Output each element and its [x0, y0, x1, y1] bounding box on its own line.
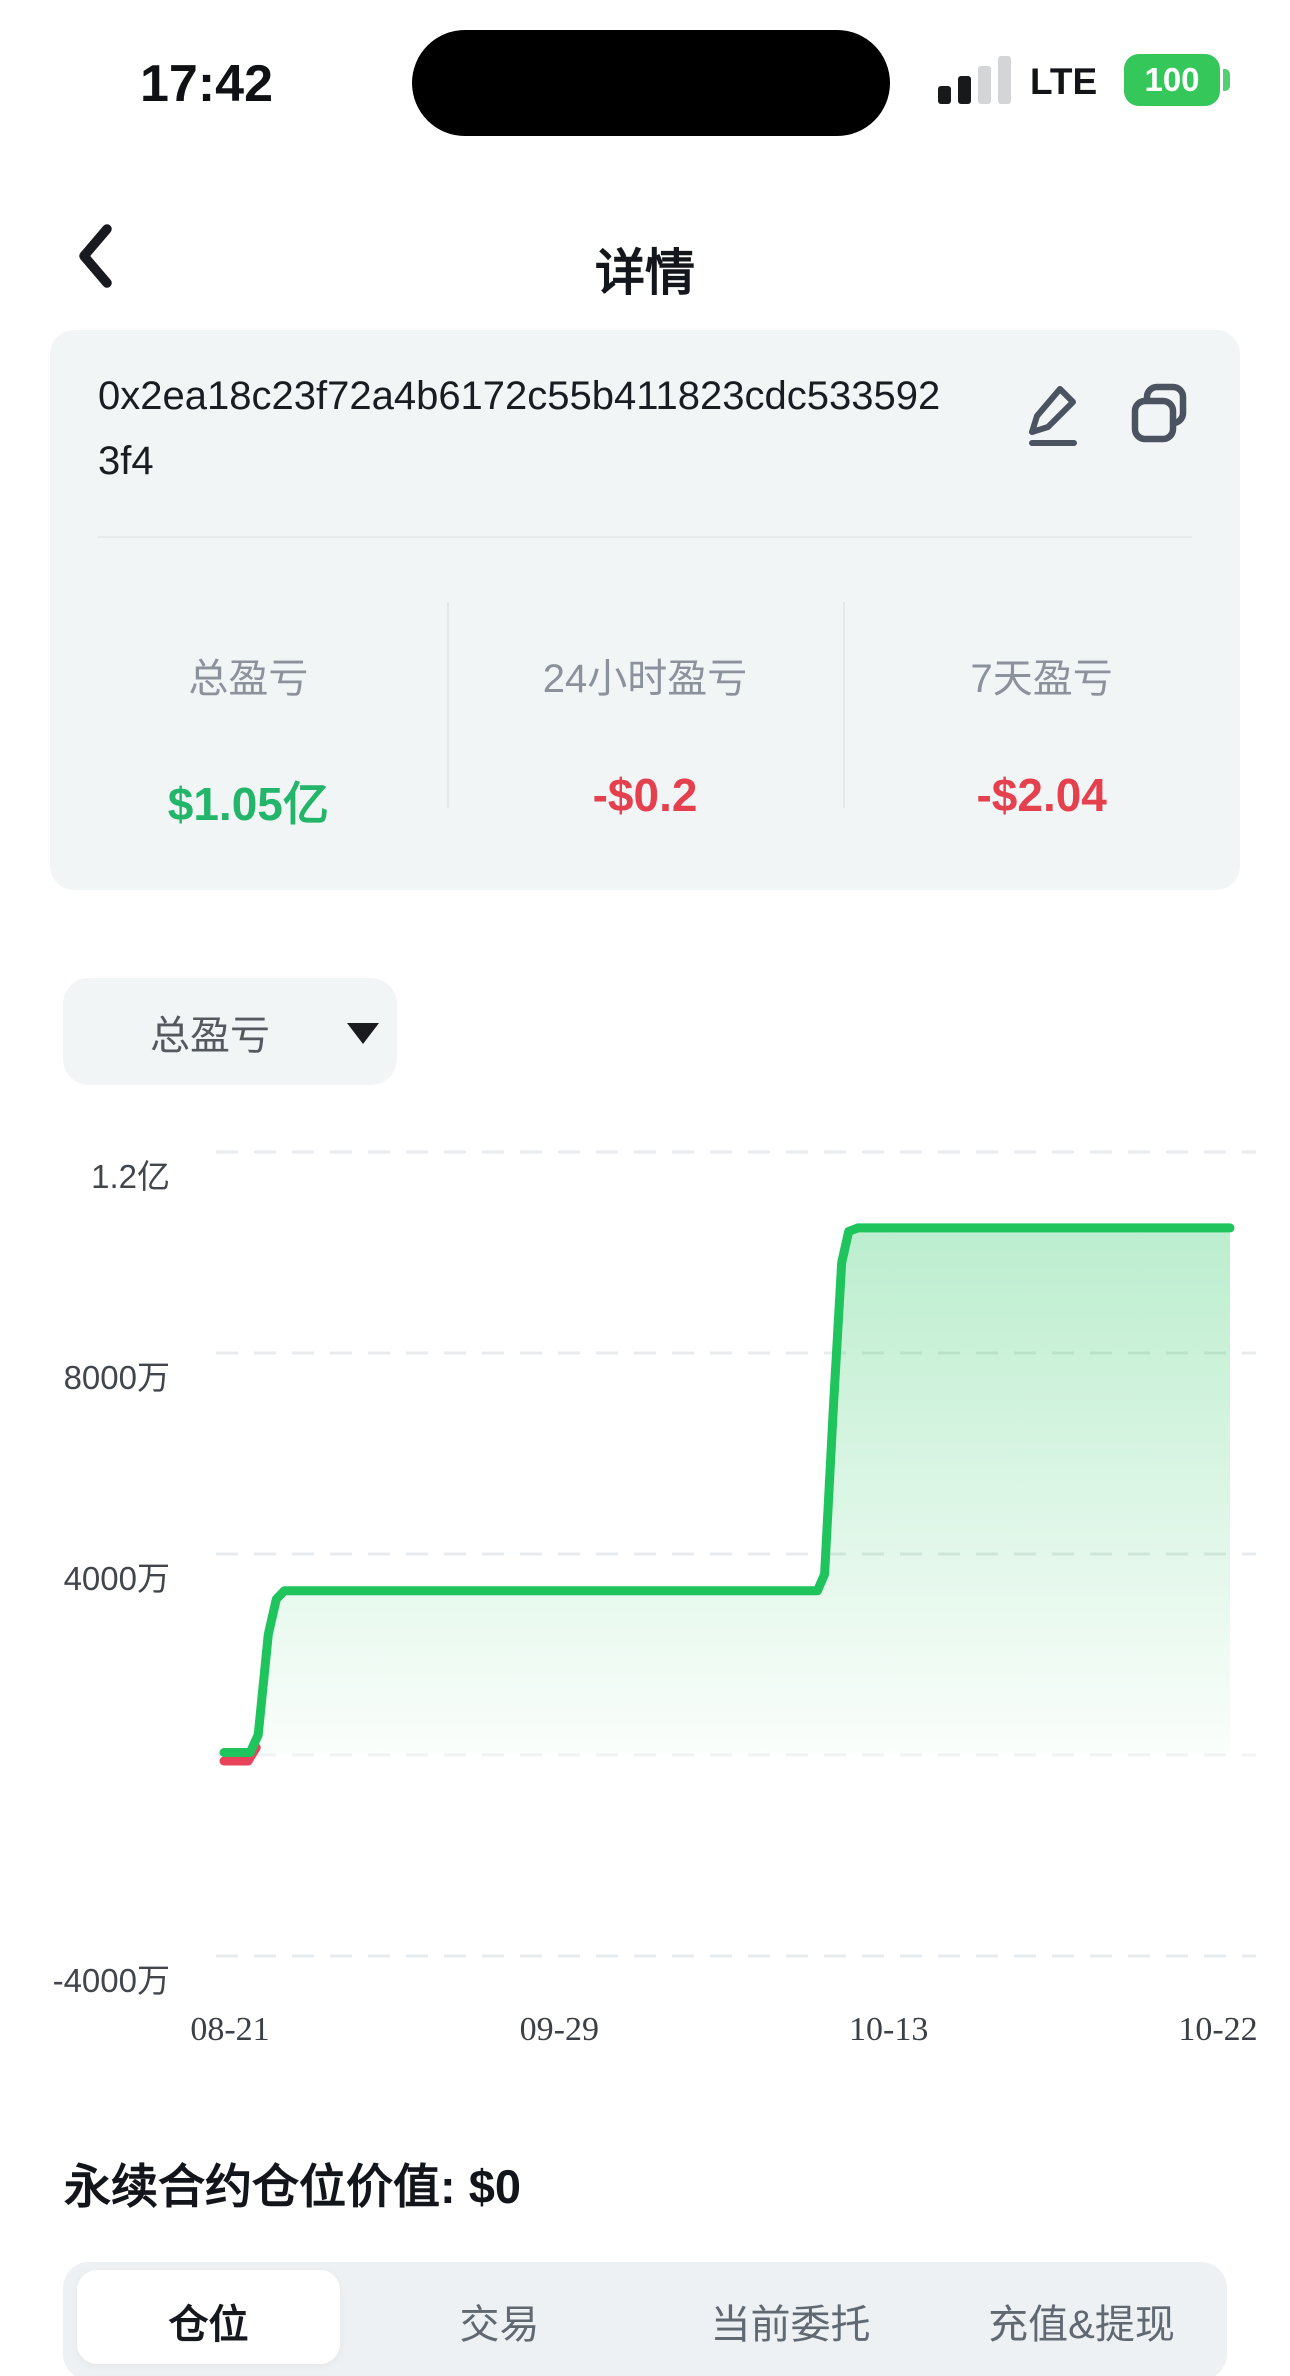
address-actions: [1024, 380, 1188, 450]
tab-label: 仓位: [168, 2303, 249, 2347]
signal-strength-icon: [938, 54, 1011, 104]
wallet-address-line2: 3f4: [98, 439, 154, 483]
copy-address-button[interactable]: [1130, 380, 1188, 450]
pnl-stat-value: -$0.2: [592, 769, 698, 821]
pnl-stat-label: 总盈亏: [188, 657, 309, 701]
active-tab-pill: [77, 2270, 340, 2364]
tab-label: 交易: [459, 2303, 540, 2347]
pnl-stats-row: 总盈亏 $1.05亿 24小时盈亏 -$0.2 7天盈亏 -$2.04: [50, 570, 1240, 860]
tab-label: 充值&提现: [988, 2303, 1175, 2347]
edit-address-button[interactable]: [1024, 380, 1082, 450]
svg-text:1.2亿: 1.2亿: [91, 1158, 170, 1195]
status-time: 17:42: [140, 55, 273, 113]
svg-text:4000万: 4000万: [64, 1560, 170, 1597]
pnl-stat: 24小时盈亏 -$0.2: [447, 570, 844, 860]
area-fill: [224, 1227, 1230, 1755]
tab-label: 当前委托: [710, 2303, 871, 2347]
wallet-address-line1: 0x2ea18c23f72a4b6172c55b411823cdc533592: [98, 374, 941, 418]
series-line: [219, 1223, 1235, 1757]
wallet-card: 0x2ea18c23f72a4b6172c55b411823cdc533592 …: [50, 330, 1240, 890]
network-type-label: LTE: [1030, 61, 1098, 102]
column-divider: [447, 602, 449, 808]
signal-bar: [958, 76, 971, 104]
position-value-summary: 永续合约仓位价值: $0: [64, 2160, 521, 2213]
x-axis-labels: 08-21 09-29 10-13 10-22: [190, 2011, 1257, 2048]
svg-text:10-13: 10-13: [849, 2011, 928, 2048]
y-axis-labels: 1.2亿 8000万 4000万 -4000万: [53, 1158, 170, 1999]
card-divider: [98, 536, 1192, 538]
bottom-tab-bar: 仓位 交易 当前委托 充值&提现: [63, 2262, 1227, 2376]
svg-text:10-22: 10-22: [1178, 2011, 1257, 2048]
pnl-stat-label: 7天盈亏: [970, 657, 1113, 701]
column-divider: [843, 602, 845, 808]
metric-selector-dropdown[interactable]: 总盈亏: [63, 978, 397, 1085]
battery-icon: 100: [1124, 54, 1230, 106]
copy-icon: [1131, 383, 1187, 443]
nav-header: 详情: [0, 205, 1290, 310]
signal-bar: [998, 56, 1011, 104]
wallet-address: 0x2ea18c23f72a4b6172c55b411823cdc533592 …: [98, 364, 1038, 494]
tab-当前委托[interactable]: 当前委托: [645, 2262, 936, 2376]
pnl-stat-value: $1.05亿: [167, 778, 329, 830]
pnl-area-chart: 1.2亿 8000万 4000万 -4000万 08-21 09-29 10-13 10-22: [53, 1150, 1258, 2048]
signal-bar: [938, 86, 951, 104]
battery-percent-label: 100: [1144, 61, 1200, 98]
dynamic-island: [412, 30, 890, 136]
chevron-left-icon: [79, 224, 112, 288]
pnl-stat-value: -$2.04: [976, 769, 1107, 821]
pnl-stat-label: 24小时盈亏: [542, 657, 748, 701]
page-title: 详情: [595, 245, 695, 301]
battery-nub: [1223, 69, 1230, 91]
tab-交易[interactable]: 交易: [354, 2262, 645, 2376]
tab-仓位[interactable]: 仓位: [63, 2262, 354, 2376]
back-button[interactable]: [64, 213, 124, 299]
pnl-stat: 7天盈亏 -$2.04: [843, 570, 1240, 860]
svg-text:09-29: 09-29: [520, 2011, 599, 2048]
svg-text:-4000万: -4000万: [53, 1962, 170, 1999]
metric-selector-label: 总盈亏: [150, 1013, 270, 1058]
chevron-down-icon: [347, 1022, 379, 1044]
signal-bar: [978, 66, 991, 104]
pnl-stat: 总盈亏 $1.05亿: [50, 570, 447, 860]
svg-text:08-21: 08-21: [190, 2011, 269, 2048]
svg-text:8000万: 8000万: [64, 1359, 170, 1396]
pencil-icon: [1029, 386, 1077, 446]
tab-充值&提现[interactable]: 充值&提现: [936, 2262, 1227, 2376]
